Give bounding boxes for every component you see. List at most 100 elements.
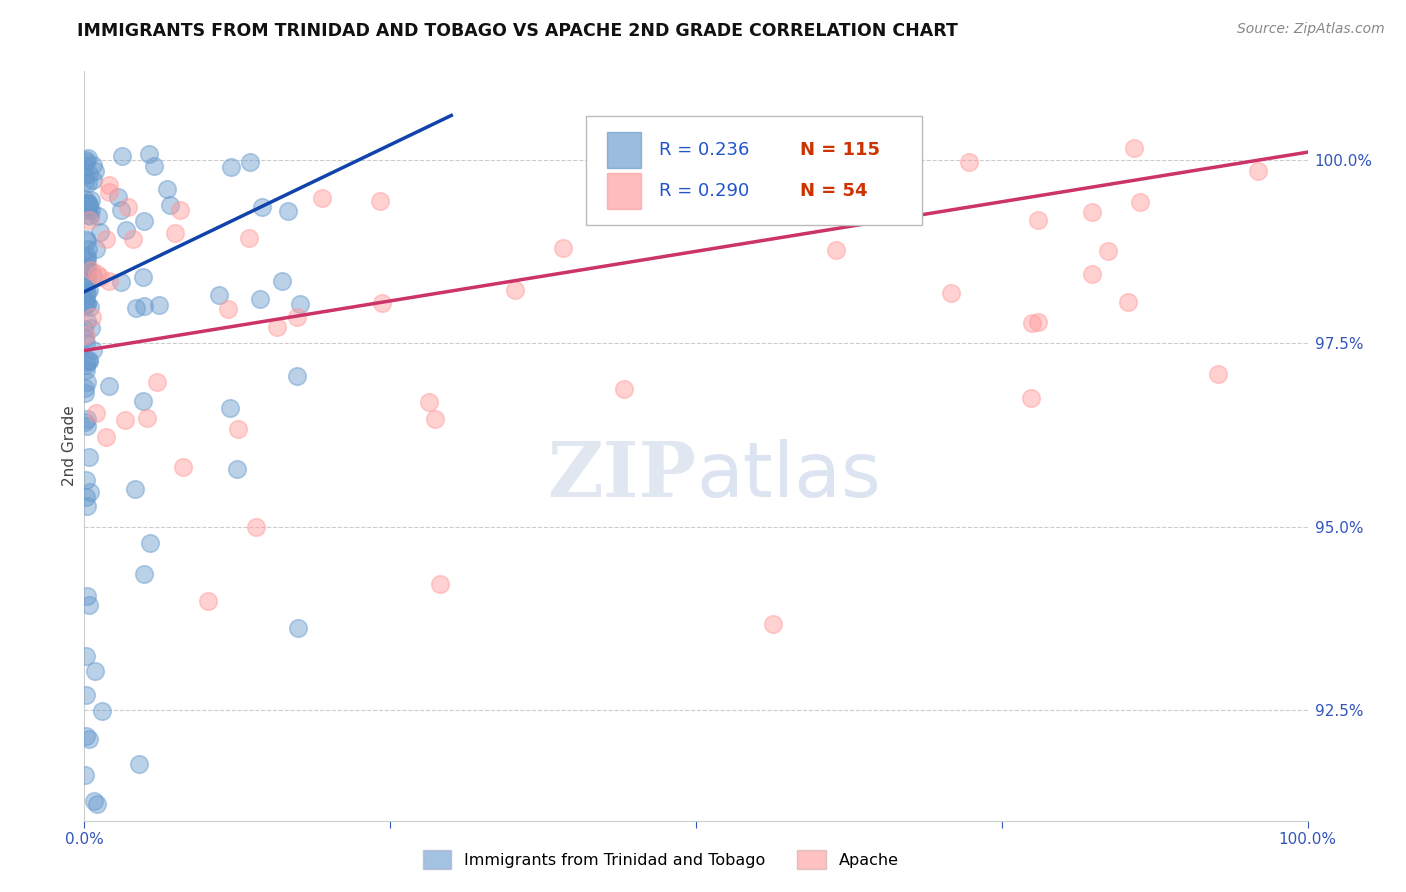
Point [132,566,155,581]
Point [114,222,136,236]
Point [79,485,101,500]
Point [77,208,100,222]
Point [75,363,97,377]
Point [1247,164,1270,178]
Point [76,589,98,603]
Point [1116,294,1139,309]
Point [75,253,97,268]
Point [128,757,150,772]
Point [76,499,98,513]
FancyBboxPatch shape [586,116,922,225]
Point [76,376,98,390]
Point [98,379,121,393]
Point [1026,315,1049,329]
Point [76,154,98,169]
Point [208,288,231,302]
Point [73,768,96,782]
Point [613,382,636,396]
Point [76,270,98,285]
Point [285,369,308,384]
Point [75,416,97,430]
Point [77,200,100,214]
Point [219,160,242,174]
Point [277,204,299,219]
Point [957,154,980,169]
Point [86,797,108,811]
Point [311,191,333,205]
Point [1021,316,1043,330]
Point [76,297,98,311]
Text: R = 0.290: R = 0.290 [659,182,749,200]
Point [98,178,121,193]
Point [288,297,311,311]
Point [773,191,796,205]
Point [87,209,110,223]
Point [82,173,104,187]
Point [75,175,97,189]
Point [83,794,105,808]
Point [79,262,101,277]
Point [1129,194,1152,209]
Point [94,430,117,444]
Point [75,381,97,395]
Text: IMMIGRANTS FROM TRINIDAD AND TOBAGO VS APACHE 2ND GRADE CORRELATION CHART: IMMIGRANTS FROM TRINIDAD AND TOBAGO VS A… [77,22,959,40]
Point [77,598,100,612]
Point [1097,244,1119,259]
Point [77,283,100,297]
Point [89,225,111,239]
Point [762,617,785,632]
Point [80,321,103,335]
Point [218,401,240,415]
Point [245,520,267,534]
Point [76,355,98,369]
Point [73,386,96,401]
Point [84,242,107,256]
Point [238,231,260,245]
Point [111,149,134,163]
Text: Source: ZipAtlas.com: Source: ZipAtlas.com [1237,22,1385,37]
Point [132,299,155,313]
Point [75,331,97,345]
Point [197,594,219,608]
Point [76,235,98,249]
Point [114,413,136,427]
Point [75,358,97,372]
Point [76,285,98,299]
Point [139,536,162,550]
Point [1206,367,1229,381]
Point [79,353,101,368]
Point [77,212,100,227]
Point [107,190,129,204]
Point [76,249,98,263]
Point [79,209,101,223]
Point [73,322,96,336]
Point [82,343,104,358]
Point [75,292,97,306]
Point [75,335,97,350]
Point [76,314,98,328]
Point [77,197,100,211]
Point [159,198,181,212]
Point [1081,267,1104,281]
Point [75,193,97,207]
Point [226,422,249,436]
Point [134,214,156,228]
Point [1122,141,1144,155]
Point [146,375,169,389]
Point [75,263,97,277]
Point [77,176,100,190]
Point [73,195,96,210]
Legend: Immigrants from Trinidad and Tobago, Apache: Immigrants from Trinidad and Tobago, Apa… [416,844,905,875]
Point [84,163,107,178]
Point [156,182,179,196]
Point [423,411,446,425]
Point [82,268,104,283]
Point [73,294,96,309]
Point [86,267,108,281]
Point [1026,213,1049,227]
Point [77,196,100,211]
Point [271,274,294,288]
Point [124,482,146,496]
Point [89,270,111,285]
Point [110,202,132,217]
